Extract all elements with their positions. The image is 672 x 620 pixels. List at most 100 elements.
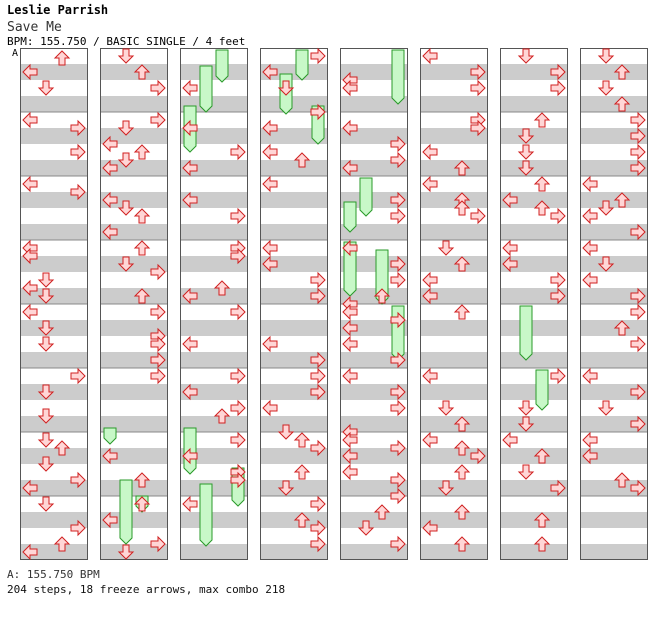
step-arrow-right <box>630 111 646 129</box>
step-arrow-up <box>453 200 471 216</box>
step-arrow-up <box>533 112 551 128</box>
step-arrow-right <box>310 439 326 457</box>
step-arrow-right <box>390 191 406 209</box>
step-arrow-down <box>597 200 615 216</box>
step-arrow-up <box>453 256 471 272</box>
step-arrow-left <box>342 319 358 337</box>
step-stats: 204 steps, 18 freeze arrows, max combo 2… <box>7 583 286 596</box>
artist-name: Leslie Parrish <box>7 3 109 17</box>
step-arrow-up <box>53 536 71 552</box>
step-arrow-right <box>470 207 486 225</box>
step-arrow-right <box>70 519 86 537</box>
step-arrow-right <box>630 335 646 353</box>
measure-column <box>20 48 88 560</box>
measure-column <box>420 48 488 560</box>
step-arrow-up <box>533 512 551 528</box>
step-arrow-down <box>517 48 535 64</box>
step-arrow-left <box>262 143 278 161</box>
step-arrow-down <box>37 272 55 288</box>
step-arrow-right <box>70 367 86 385</box>
freeze-arrow <box>359 177 373 217</box>
step-arrow-up <box>133 496 151 512</box>
step-arrow-up <box>613 320 631 336</box>
step-arrow-left <box>22 479 38 497</box>
step-arrow-up <box>613 64 631 80</box>
step-arrow-up <box>533 536 551 552</box>
step-arrow-left <box>342 447 358 465</box>
step-arrow-down <box>117 152 135 168</box>
step-arrow-up <box>453 464 471 480</box>
step-arrow-down <box>517 416 535 432</box>
step-arrow-left <box>182 335 198 353</box>
step-arrow-right <box>230 207 246 225</box>
step-arrow-right <box>70 183 86 201</box>
step-arrow-up <box>53 50 71 66</box>
step-arrow-up <box>293 432 311 448</box>
step-arrow-left <box>102 135 118 153</box>
step-arrow-left <box>582 239 598 257</box>
step-arrow-down <box>37 384 55 400</box>
step-arrow-down <box>37 320 55 336</box>
step-arrow-left <box>182 383 198 401</box>
step-arrow-up <box>533 176 551 192</box>
step-arrow-left <box>342 159 358 177</box>
step-arrow-up <box>293 464 311 480</box>
step-arrow-down <box>357 520 375 536</box>
step-arrow-left <box>182 495 198 513</box>
step-arrow-right <box>150 335 166 353</box>
step-arrow-left <box>262 255 278 273</box>
step-arrow-left <box>582 431 598 449</box>
step-arrow-up <box>453 160 471 176</box>
step-arrow-left <box>182 79 198 97</box>
step-arrow-left <box>422 431 438 449</box>
step-arrow-left <box>502 255 518 273</box>
step-arrow-right <box>390 311 406 329</box>
step-arrow-up <box>133 288 151 304</box>
step-arrow-left <box>342 239 358 257</box>
step-arrow-left <box>22 247 38 265</box>
freeze-arrow <box>391 49 405 105</box>
step-arrow-up <box>133 144 151 160</box>
step-arrow-right <box>630 159 646 177</box>
step-arrow-right <box>630 479 646 497</box>
step-arrow-right <box>150 351 166 369</box>
step-arrow-right <box>310 535 326 553</box>
step-arrow-right <box>550 479 566 497</box>
measure-column <box>260 48 328 560</box>
step-arrow-right <box>150 303 166 321</box>
step-arrow-up <box>453 504 471 520</box>
step-arrow-left <box>182 191 198 209</box>
step-arrow-right <box>390 271 406 289</box>
chart-info: BPM: 155.750 / BASIC SINGLE / 4 feet <box>7 35 246 48</box>
step-arrow-left <box>182 287 198 305</box>
step-arrow-left <box>22 111 38 129</box>
step-arrow-left <box>422 287 438 305</box>
step-arrow-up <box>533 448 551 464</box>
step-arrow-right <box>390 255 406 273</box>
step-arrow-down <box>117 544 135 560</box>
step-arrow-right <box>230 303 246 321</box>
step-arrow-left <box>22 543 38 560</box>
step-arrow-right <box>310 383 326 401</box>
step-arrow-left <box>502 191 518 209</box>
step-arrow-right <box>230 247 246 265</box>
step-arrow-up <box>133 64 151 80</box>
step-arrow-up <box>213 280 231 296</box>
step-arrow-right <box>630 287 646 305</box>
step-arrow-left <box>262 175 278 193</box>
step-arrow-right <box>70 143 86 161</box>
step-arrow-down <box>277 424 295 440</box>
step-arrow-right <box>230 143 246 161</box>
step-arrow-down <box>117 48 135 64</box>
step-arrow-down <box>517 160 535 176</box>
step-arrow-right <box>390 383 406 401</box>
step-arrow-right <box>470 63 486 81</box>
step-arrow-down <box>517 464 535 480</box>
step-arrow-right <box>310 495 326 513</box>
step-arrow-down <box>517 400 535 416</box>
step-arrow-right <box>310 47 326 65</box>
step-arrow-down <box>437 400 455 416</box>
freeze-arrow <box>535 369 549 411</box>
song-title: Save Me <box>7 20 62 35</box>
step-arrow-right <box>630 223 646 241</box>
